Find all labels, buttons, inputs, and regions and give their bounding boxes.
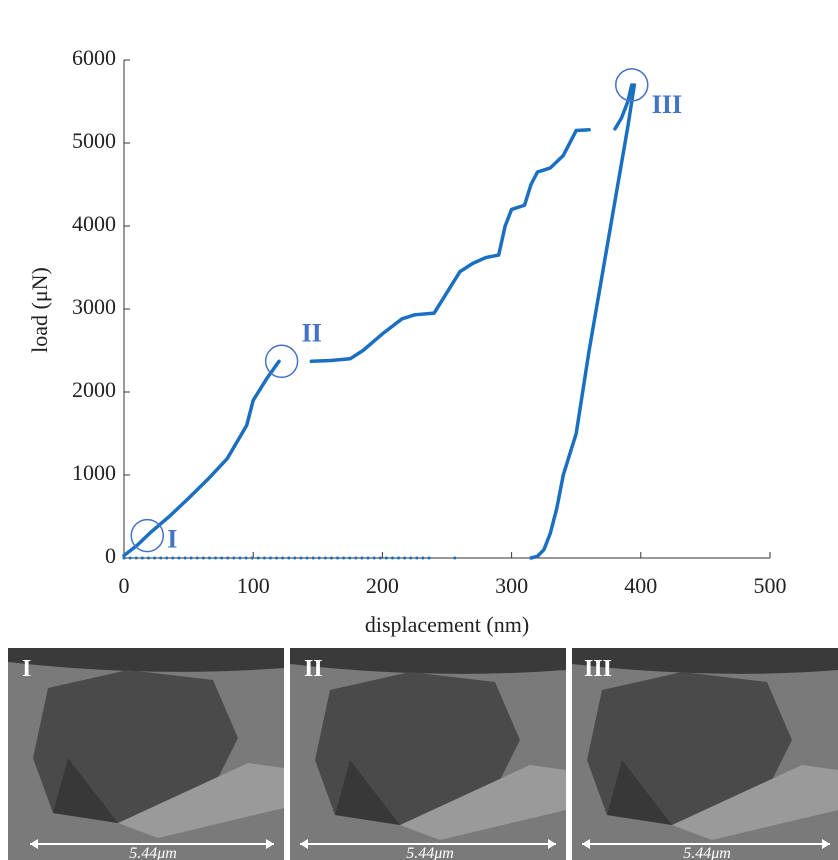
scale-label: 5.44μm: [129, 845, 177, 860]
annotation-circle: [615, 68, 649, 102]
panel-label: II: [304, 656, 323, 682]
y-tick-label: 5000: [72, 128, 116, 153]
ann: I: [167, 525, 177, 554]
x-tick-label: 400: [624, 573, 657, 598]
ann: III: [652, 90, 682, 119]
y-tick-label: 1000: [72, 460, 116, 485]
panel-label: I: [22, 656, 31, 682]
chart: displacement (nm) load (μN) 0 100 200 300 40…: [27, 45, 787, 637]
y-tick-label: 4000: [72, 211, 116, 236]
panel-label: III: [584, 656, 612, 682]
y-axis-label: load (μN): [27, 267, 52, 353]
y-tick-label: 3000: [72, 294, 116, 319]
y-tick-label: 6000: [72, 45, 116, 70]
y-tick-label: 2000: [72, 377, 116, 402]
sem-panels: I 5.44μm II 5.44μm III 5.44μm: [0, 648, 838, 860]
ann: II: [302, 318, 322, 347]
sem-image: III 5.44μm: [572, 648, 838, 860]
sem-image: II 5.44μm: [290, 648, 566, 860]
x-tick-label: 100: [237, 573, 270, 598]
annotation-circle: [130, 518, 165, 553]
y-tick-label: 0: [105, 543, 116, 568]
data-line: [122, 83, 634, 558]
x-tick-label: 500: [754, 573, 787, 598]
scale-label: 5.44μm: [683, 845, 731, 860]
x-tick-label: 200: [366, 573, 399, 598]
x-tick-label: 0: [119, 573, 130, 598]
annotation-circle: [264, 344, 299, 379]
data-line: [529, 83, 637, 560]
sem-image: I 5.44μm: [8, 648, 284, 860]
plot-area: [123, 59, 771, 559]
scale-label: 5.44μm: [406, 845, 454, 860]
x-axis-label: displacement (nm): [365, 612, 529, 637]
x-tick-label: 300: [495, 573, 528, 598]
